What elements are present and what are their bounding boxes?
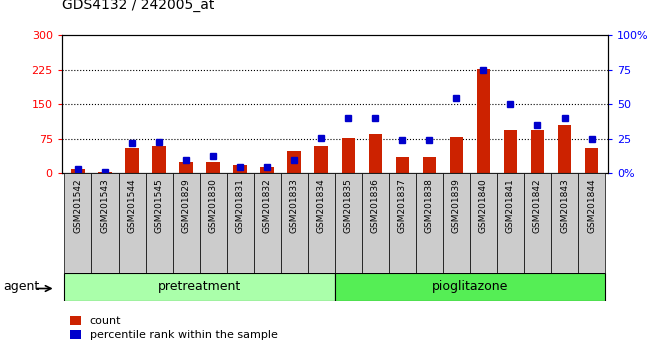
- Bar: [389, 173, 416, 273]
- Bar: [524, 173, 551, 273]
- Bar: [335, 273, 605, 301]
- Text: GSM201545: GSM201545: [155, 178, 164, 233]
- Text: GSM201830: GSM201830: [209, 178, 218, 233]
- Bar: [470, 173, 497, 273]
- Bar: [396, 157, 409, 173]
- Text: GDS4132 / 242005_at: GDS4132 / 242005_at: [62, 0, 214, 12]
- Bar: [233, 165, 247, 173]
- Bar: [315, 146, 328, 173]
- Text: GSM201835: GSM201835: [344, 178, 353, 233]
- Bar: [146, 173, 172, 273]
- Bar: [92, 173, 118, 273]
- Text: GSM201841: GSM201841: [506, 178, 515, 233]
- Bar: [72, 169, 84, 173]
- Bar: [551, 173, 578, 273]
- Bar: [125, 148, 139, 173]
- Bar: [450, 137, 463, 173]
- Text: GSM201834: GSM201834: [317, 178, 326, 233]
- Bar: [98, 172, 112, 173]
- Text: GSM201840: GSM201840: [479, 178, 488, 233]
- Bar: [200, 173, 227, 273]
- Bar: [254, 173, 281, 273]
- Bar: [585, 148, 598, 173]
- Text: GSM201837: GSM201837: [398, 178, 407, 233]
- Text: pretreatment: pretreatment: [158, 280, 241, 293]
- Legend: count, percentile rank within the sample: count, percentile rank within the sample: [68, 314, 280, 342]
- Text: GSM201544: GSM201544: [127, 178, 136, 233]
- Bar: [179, 162, 193, 173]
- Bar: [416, 173, 443, 273]
- Text: GSM201833: GSM201833: [290, 178, 299, 233]
- Text: GSM201843: GSM201843: [560, 178, 569, 233]
- Bar: [341, 138, 355, 173]
- Bar: [64, 173, 92, 273]
- Bar: [172, 173, 200, 273]
- Text: GSM201844: GSM201844: [587, 178, 596, 233]
- Bar: [504, 130, 517, 173]
- Bar: [362, 173, 389, 273]
- Bar: [369, 134, 382, 173]
- Bar: [152, 146, 166, 173]
- Text: pioglitazone: pioglitazone: [432, 280, 508, 293]
- Text: GSM201542: GSM201542: [73, 178, 83, 233]
- Text: GSM201839: GSM201839: [452, 178, 461, 233]
- Text: GSM201543: GSM201543: [101, 178, 109, 233]
- Text: GSM201831: GSM201831: [236, 178, 244, 233]
- Bar: [443, 173, 470, 273]
- Bar: [578, 173, 605, 273]
- Text: GSM201832: GSM201832: [263, 178, 272, 233]
- Bar: [497, 173, 524, 273]
- Text: GSM201842: GSM201842: [533, 178, 542, 233]
- Bar: [307, 173, 335, 273]
- Bar: [335, 173, 362, 273]
- Bar: [118, 173, 146, 273]
- Bar: [530, 130, 544, 173]
- Bar: [227, 173, 254, 273]
- Bar: [281, 173, 307, 273]
- Bar: [558, 125, 571, 173]
- Text: agent: agent: [3, 280, 40, 293]
- Text: GSM201838: GSM201838: [425, 178, 434, 233]
- Bar: [206, 162, 220, 173]
- Text: GSM201836: GSM201836: [370, 178, 380, 233]
- Bar: [64, 273, 335, 301]
- Bar: [422, 157, 436, 173]
- Bar: [476, 69, 490, 173]
- Text: GSM201829: GSM201829: [181, 178, 190, 233]
- Bar: [261, 167, 274, 173]
- Bar: [287, 152, 301, 173]
